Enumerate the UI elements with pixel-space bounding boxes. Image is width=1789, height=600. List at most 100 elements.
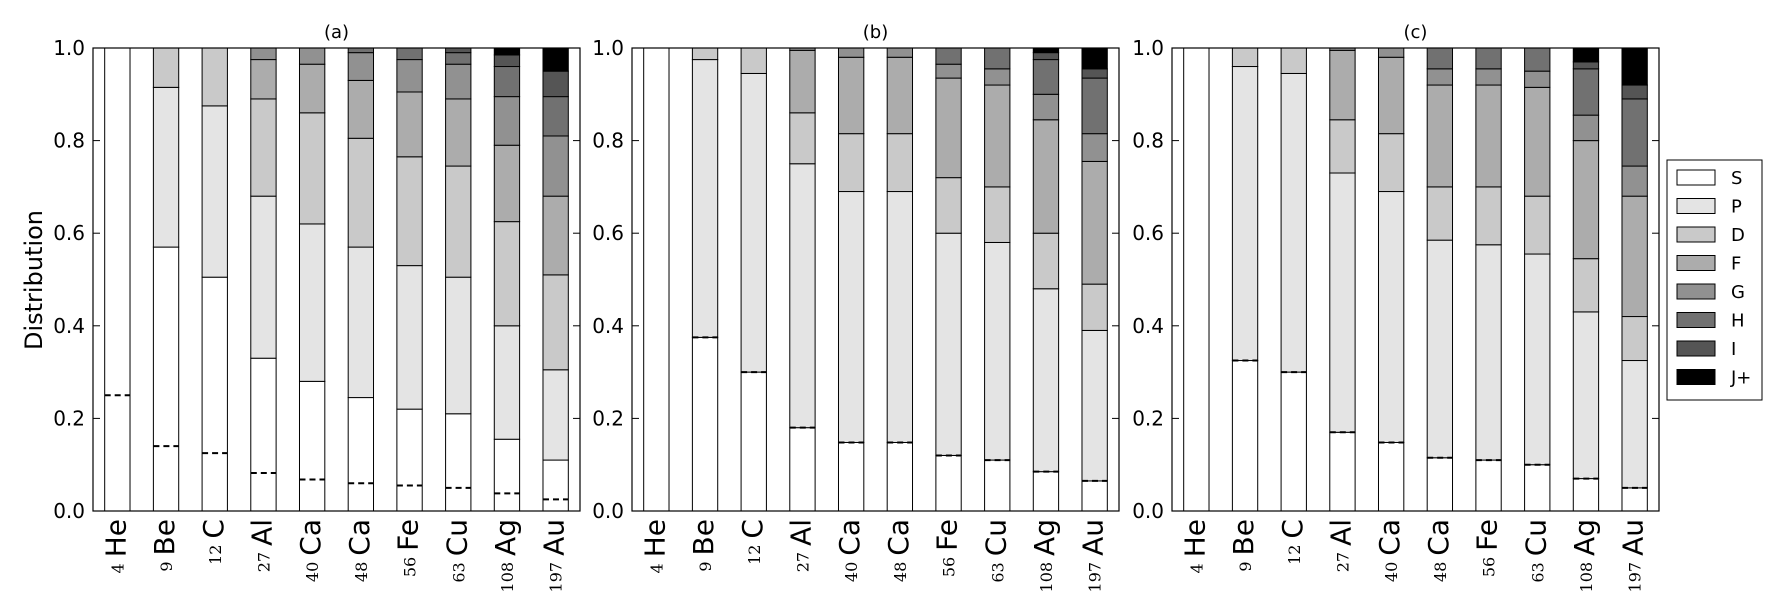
x-tick-symbol: Ag (489, 519, 522, 556)
x-tick-label: 12 C (1276, 519, 1309, 565)
bar-segment-P (1621, 360, 1648, 489)
bar-segment-H (1081, 77, 1108, 135)
y-tick-label: 0.6 (1132, 221, 1164, 245)
bar-segment-D (691, 47, 719, 61)
y-tick-label: 0.4 (1132, 314, 1164, 338)
x-tick-mass: 56 (940, 557, 959, 577)
bar-segment-S (298, 380, 326, 512)
bar-segment-G (542, 135, 569, 197)
bar-segment-S (886, 441, 914, 512)
bar-segment-D (396, 156, 423, 267)
bar-segment-F (935, 77, 962, 179)
y-tick-label: 0.0 (592, 499, 624, 523)
legend-label: P (1731, 197, 1742, 218)
bar-segment-P (493, 325, 521, 440)
bar-segment-D (201, 47, 228, 107)
x-tick-symbol: Fe (392, 519, 425, 551)
x-tick-symbol: He (638, 519, 671, 557)
bar-segment-S (1426, 457, 1454, 512)
bar-segment-D (935, 177, 962, 234)
bar-segment-D (1572, 258, 1600, 313)
x-tick-symbol: Cu (979, 519, 1012, 556)
bar-segment-H (445, 52, 472, 65)
x-tick-mass: 9 (1236, 561, 1255, 571)
bar-segment-F (789, 49, 816, 114)
y-tick-label: 0.8 (1132, 129, 1164, 153)
legend-label: S (1731, 168, 1742, 189)
x-tick-label: 48 Ca (343, 519, 376, 582)
axes-frame (1171, 47, 1660, 512)
bar-segment-H (542, 96, 569, 137)
y-tick-label: 1.0 (53, 36, 85, 60)
bar-segment-H (1572, 68, 1600, 116)
bar-segment-D (1081, 283, 1108, 331)
x-tick-mass: 40 (842, 562, 861, 582)
bar-segment-G (250, 47, 277, 61)
bar-segment-G (886, 47, 914, 58)
legend-swatch-P (1676, 198, 1716, 214)
bar-segment-S (837, 441, 865, 512)
bar-segment-H (935, 47, 962, 65)
panel-title: (b) (863, 22, 888, 43)
y-tick-label: 0.4 (53, 314, 85, 338)
bar-segment-P (1231, 66, 1259, 362)
y-tick-label: 1.0 (592, 36, 624, 60)
bar-segment-F (886, 56, 914, 135)
x-tick-label: 27 Al (1324, 519, 1357, 572)
bar-segment-G (1524, 70, 1551, 88)
bar-segment-S (789, 427, 816, 512)
bar-segment-H (1621, 98, 1648, 167)
bar-segment-G (1377, 47, 1405, 58)
bar-segment-J+ (542, 47, 569, 72)
bar-segment-P (201, 105, 228, 278)
bar-segment-J+ (1081, 47, 1108, 70)
x-tick-symbol: Ca (833, 519, 866, 556)
bar-segment-D (1426, 186, 1454, 241)
y-tick-label: 0.8 (592, 129, 624, 153)
legend-label: J+ (1730, 368, 1751, 389)
bar-segment-S (1280, 371, 1307, 512)
bar-segment-G (1426, 68, 1454, 86)
x-tick-label: 48 Ca (1422, 519, 1455, 582)
x-tick-label: 40 Ca (833, 519, 866, 582)
bar-segment-P (152, 86, 180, 248)
bar-segment-P (740, 72, 767, 373)
bar-segment-S (1231, 360, 1259, 512)
bar-segment-F (250, 59, 277, 100)
bar-segment-I (493, 54, 521, 68)
x-tick-label: 56 Fe (931, 519, 964, 577)
bar-segment-I (1621, 84, 1648, 100)
x-tick-mass: 27 (793, 552, 812, 572)
x-tick-label: 27 Al (784, 519, 817, 572)
bar-segment-P (935, 232, 962, 456)
panel-0: (a) 4 He 9 Be 12 C 27 Al 40 Ca 48 Ca 56 Fe 63 Cu 108 Ag 197… (53, 22, 581, 593)
bar-segment-S (542, 459, 569, 512)
bar-segment-F (493, 144, 521, 223)
bar-segment-P (542, 369, 569, 461)
bar-segment-I (445, 47, 472, 54)
bar-segment-P (886, 191, 914, 443)
bar-segment-F (347, 79, 375, 139)
x-tick-mass: 197 (1626, 562, 1645, 593)
bar-segment-F (445, 98, 472, 167)
bar-segment-S (1524, 464, 1551, 512)
bar-segment-P (1032, 288, 1060, 473)
x-tick-mass: 40 (1382, 562, 1401, 582)
bar-segment-F (837, 56, 865, 135)
x-tick-symbol: Cu (440, 519, 473, 556)
x-tick-mass: 108 (498, 562, 517, 593)
bar-segment-G (1572, 114, 1600, 142)
bar-segment-F (984, 84, 1011, 188)
x-tick-symbol: C (197, 519, 230, 539)
bar-segment-F (1572, 140, 1600, 260)
x-tick-mass: 4 (647, 563, 666, 573)
x-tick-mass: 197 (547, 562, 566, 593)
bar-segment-G (1081, 133, 1108, 162)
bar-segment-D (1377, 133, 1405, 193)
x-tick-symbol: Ca (1373, 519, 1406, 556)
bar-segment-D (445, 165, 472, 278)
legend-label: F (1731, 254, 1741, 275)
x-tick-mass: 12 (1285, 545, 1304, 565)
x-tick-symbol: Al (784, 519, 817, 546)
bar-segment-G (347, 52, 375, 81)
